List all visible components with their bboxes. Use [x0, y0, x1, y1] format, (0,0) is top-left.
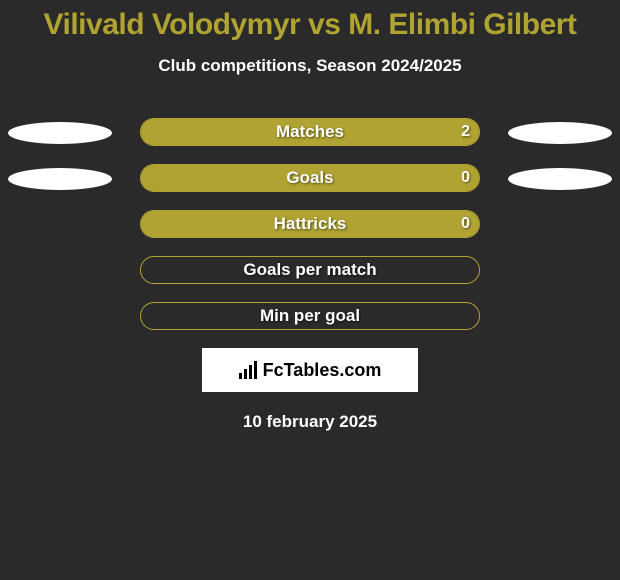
stat-rows: Matches2 Goals0 Hattricks0 Goals per match M… — [0, 118, 620, 330]
left-marker — [8, 122, 112, 144]
date-text: 10 february 2025 — [0, 412, 620, 432]
stat-value: 0 — [140, 164, 470, 192]
branding-box: FcTables.com — [202, 348, 418, 392]
branding-text: FcTables.com — [263, 360, 382, 381]
stat-row: Matches2 — [0, 118, 620, 146]
stat-value: 0 — [140, 210, 470, 238]
stat-label: Goals per match — [140, 256, 480, 284]
chart-icon — [239, 361, 257, 379]
stat-row: Goals per match — [0, 256, 620, 284]
subtitle: Club competitions, Season 2024/2025 — [0, 56, 620, 76]
right-marker — [508, 168, 612, 190]
right-marker — [508, 122, 612, 144]
stat-row: Hattricks0 — [0, 210, 620, 238]
stat-label: Min per goal — [140, 302, 480, 330]
stat-value: 2 — [140, 118, 470, 146]
page-title: Vilivald Volodymyr vs M. Elimbi Gilbert — [0, 0, 620, 42]
left-marker — [8, 168, 112, 190]
stat-row: Min per goal — [0, 302, 620, 330]
stat-row: Goals0 — [0, 164, 620, 192]
